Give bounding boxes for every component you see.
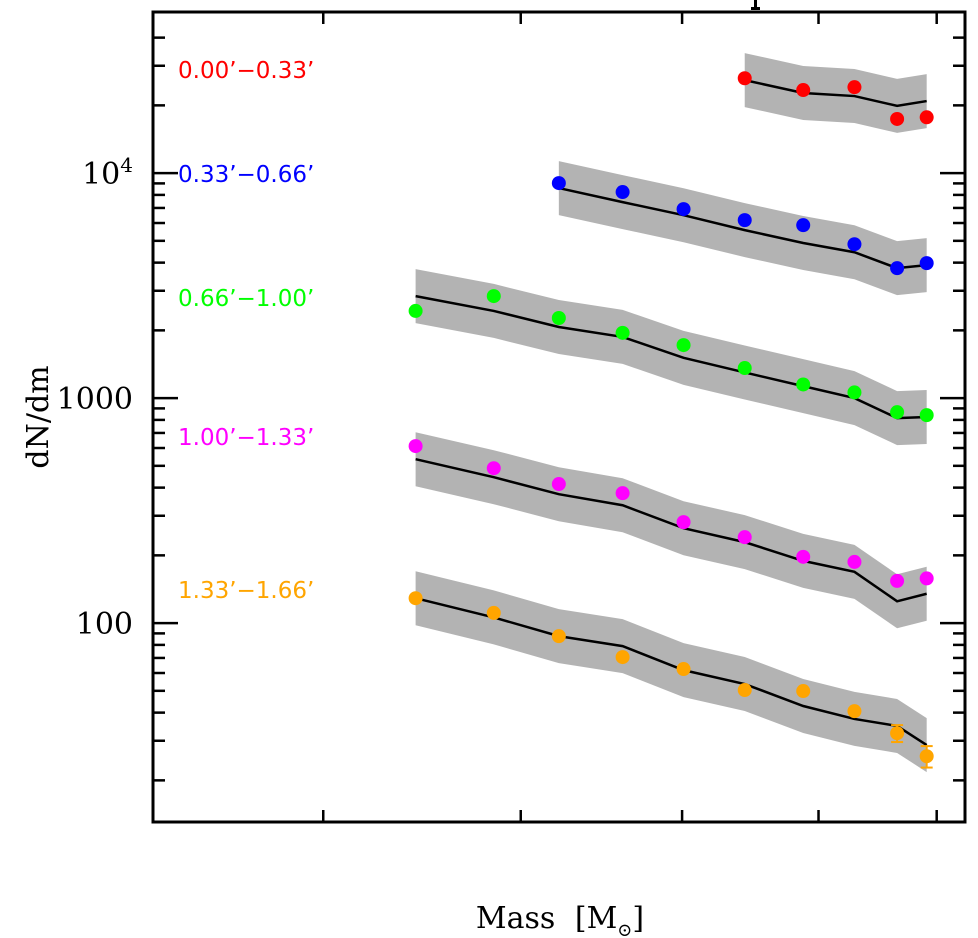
- data-point: [676, 662, 691, 677]
- series-label: 0.33’−0.66’: [178, 162, 314, 188]
- series-label: 0.66’−1.00’: [178, 286, 314, 312]
- data-point: [486, 605, 501, 620]
- plot-frame: [151, 10, 967, 824]
- model-band: [415, 432, 927, 629]
- y-tick-label-exponent: 4: [120, 153, 133, 177]
- observed-points: [408, 71, 934, 769]
- model-band: [558, 161, 927, 296]
- data-point: [737, 530, 752, 545]
- data-point: [615, 650, 630, 665]
- data-point: [919, 749, 934, 764]
- data-point: [615, 185, 630, 200]
- data-point: [615, 325, 630, 340]
- data-point: [486, 461, 501, 476]
- x-axis-title-unit: M: [587, 901, 618, 936]
- data-point: [890, 726, 905, 741]
- data-point: [551, 477, 566, 492]
- data-point: [919, 110, 934, 125]
- data-point: [408, 591, 423, 606]
- y-tick-label-base: 1000: [57, 382, 133, 417]
- y-tick-label: 100: [76, 607, 133, 642]
- model-line: [415, 294, 927, 420]
- cropped-title-fragment-base: [751, 7, 760, 10]
- data-point: [676, 515, 691, 530]
- data-point: [796, 684, 811, 699]
- y-tick-label-base: 100: [76, 607, 133, 642]
- data-point: [408, 303, 423, 318]
- y-axis-title: dN/dm: [21, 365, 56, 468]
- x-axis-title-bracket-close: ]: [632, 901, 644, 936]
- data-point: [847, 385, 862, 400]
- model-band: [744, 53, 927, 133]
- data-point: [890, 111, 905, 126]
- model-line: [558, 186, 927, 270]
- y-tick-labels: 100 1000 104: [57, 153, 133, 642]
- x-axis-title: Mass [M⊙]: [476, 901, 644, 938]
- data-point: [676, 202, 691, 217]
- cropped-title-fragment: [754, 0, 757, 9]
- x-ticks: [322, 12, 938, 822]
- data-point: [847, 704, 862, 719]
- y-ticks: [153, 36, 965, 782]
- data-point: [919, 256, 934, 271]
- model-band: [415, 269, 927, 446]
- model-line: [744, 78, 927, 108]
- axes: 100 1000 104: [57, 10, 967, 824]
- data-point: [551, 176, 566, 191]
- data-point: [919, 408, 934, 423]
- series-labels: 0.00’−0.33’ 0.33’−0.66’ 0.66’−1.00’ 1.00’−1…: [178, 58, 314, 604]
- series-label: 1.00’−1.33’: [178, 425, 314, 451]
- x-axis-title-main: Mass: [476, 901, 555, 936]
- series-label: 0.00’−0.33’: [178, 58, 314, 84]
- data-point: [919, 571, 934, 586]
- model-band: [415, 571, 927, 773]
- data-point: [551, 629, 566, 644]
- data-point: [408, 439, 423, 454]
- model-uncertainty-bands: [415, 53, 927, 773]
- data-point: [676, 338, 691, 353]
- data-point: [737, 213, 752, 228]
- model-lines: [415, 78, 928, 747]
- y-tick-label: 1000: [57, 382, 133, 417]
- data-point: [796, 218, 811, 233]
- data-point: [551, 310, 566, 325]
- data-point: [737, 683, 752, 698]
- y-tick-label-base: 10: [82, 157, 120, 192]
- data-point: [847, 237, 862, 252]
- series-label: 1.33’−1.66’: [178, 578, 314, 604]
- data-point: [737, 361, 752, 376]
- data-point: [615, 486, 630, 501]
- model-line: [415, 596, 928, 747]
- x-axis-title-subscript: ⊙: [617, 920, 632, 938]
- data-point: [796, 83, 811, 98]
- model-line: [415, 457, 927, 603]
- data-point: [890, 573, 905, 588]
- data-point: [796, 549, 811, 564]
- data-point: [890, 405, 905, 420]
- data-point: [737, 71, 752, 86]
- data-point: [847, 554, 862, 569]
- y-tick-label: 104: [82, 153, 133, 192]
- data-point: [890, 261, 905, 276]
- x-axis-title-bracket-open: [: [575, 901, 587, 936]
- data-point: [486, 289, 501, 304]
- data-point: [796, 377, 811, 392]
- data-point: [847, 80, 862, 95]
